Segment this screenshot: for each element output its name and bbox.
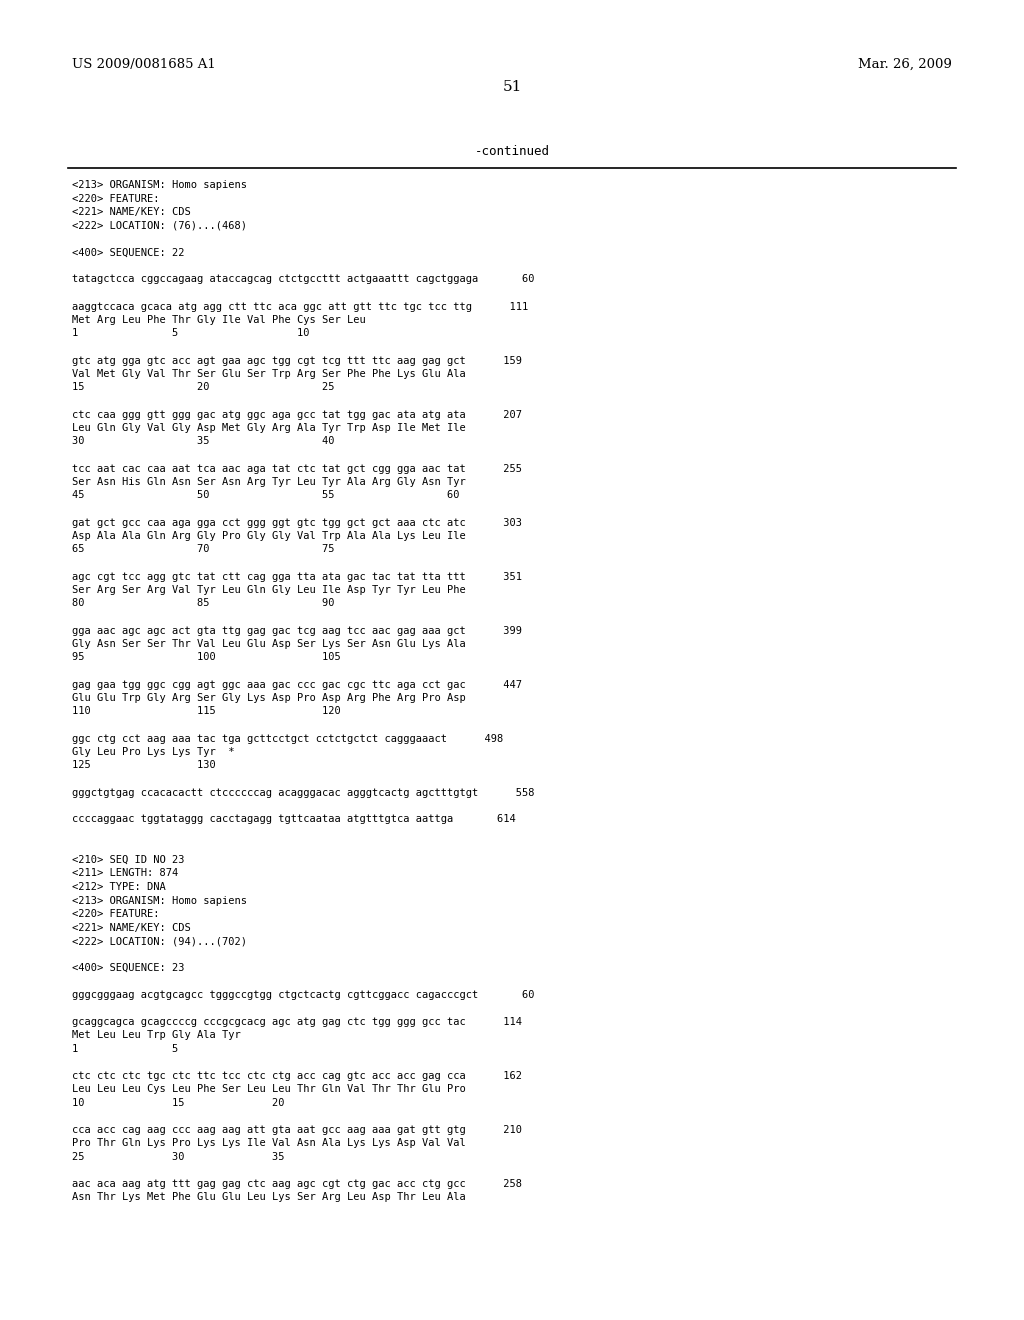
Text: 10              15              20: 10 15 20 [72,1098,285,1107]
Text: 30                  35                  40: 30 35 40 [72,437,335,446]
Text: Gly Leu Pro Lys Lys Tyr  *: Gly Leu Pro Lys Lys Tyr * [72,747,234,756]
Text: <222> LOCATION: (76)...(468): <222> LOCATION: (76)...(468) [72,220,247,231]
Text: Val Met Gly Val Thr Ser Glu Ser Trp Arg Ser Phe Phe Lys Glu Ala: Val Met Gly Val Thr Ser Glu Ser Trp Arg … [72,370,466,379]
Text: <221> NAME/KEY: CDS: <221> NAME/KEY: CDS [72,923,190,932]
Text: 95                  100                 105: 95 100 105 [72,652,341,663]
Text: <210> SEQ ID NO 23: <210> SEQ ID NO 23 [72,855,184,865]
Text: Ser Asn His Gln Asn Ser Asn Arg Tyr Leu Tyr Ala Arg Gly Asn Tyr: Ser Asn His Gln Asn Ser Asn Arg Tyr Leu … [72,477,466,487]
Text: -continued: -continued [474,145,550,158]
Text: 1               5                   10: 1 5 10 [72,329,309,338]
Text: 51: 51 [503,81,521,94]
Text: <212> TYPE: DNA: <212> TYPE: DNA [72,882,166,892]
Text: Asp Ala Ala Gln Arg Gly Pro Gly Gly Val Trp Ala Ala Lys Leu Ile: Asp Ala Ala Gln Arg Gly Pro Gly Gly Val … [72,531,466,541]
Text: 110                 115                 120: 110 115 120 [72,706,341,717]
Text: 65                  70                  75: 65 70 75 [72,544,335,554]
Text: gggcgggaag acgtgcagcc tgggccgtgg ctgctcactg cgttcggacc cagacccgct       60: gggcgggaag acgtgcagcc tgggccgtgg ctgctca… [72,990,535,1001]
Text: <220> FEATURE:: <220> FEATURE: [72,909,160,919]
Text: ctc ctc ctc tgc ctc ttc tcc ctc ctg acc cag gtc acc acc gag cca      162: ctc ctc ctc tgc ctc ttc tcc ctc ctg acc … [72,1071,522,1081]
Text: aaggtccaca gcaca atg agg ctt ttc aca ggc att gtt ttc tgc tcc ttg      111: aaggtccaca gcaca atg agg ctt ttc aca ggc… [72,301,528,312]
Text: gcaggcagca gcagccccg cccgcgcacg agc atg gag ctc tgg ggg gcc tac      114: gcaggcagca gcagccccg cccgcgcacg agc atg … [72,1016,522,1027]
Text: Asn Thr Lys Met Phe Glu Glu Leu Lys Ser Arg Leu Asp Thr Leu Ala: Asn Thr Lys Met Phe Glu Glu Leu Lys Ser … [72,1192,466,1203]
Text: <400> SEQUENCE: 22: <400> SEQUENCE: 22 [72,248,184,257]
Text: <220> FEATURE:: <220> FEATURE: [72,194,160,203]
Text: Leu Gln Gly Val Gly Asp Met Gly Arg Ala Tyr Trp Asp Ile Met Ile: Leu Gln Gly Val Gly Asp Met Gly Arg Ala … [72,422,466,433]
Text: ctc caa ggg gtt ggg gac atg ggc aga gcc tat tgg gac ata atg ata      207: ctc caa ggg gtt ggg gac atg ggc aga gcc … [72,409,522,420]
Text: gat gct gcc caa aga gga cct ggg ggt gtc tgg gct gct aaa ctc atc      303: gat gct gcc caa aga gga cct ggg ggt gtc … [72,517,522,528]
Text: ccccaggaac tggtataggg cacctagagg tgttcaataa atgtttgtca aattga       614: ccccaggaac tggtataggg cacctagagg tgttcaa… [72,814,516,825]
Text: <213> ORGANISM: Homo sapiens: <213> ORGANISM: Homo sapiens [72,895,247,906]
Text: Ser Arg Ser Arg Val Tyr Leu Gln Gly Leu Ile Asp Tyr Tyr Leu Phe: Ser Arg Ser Arg Val Tyr Leu Gln Gly Leu … [72,585,466,595]
Text: 125                 130: 125 130 [72,760,216,771]
Text: 25              30              35: 25 30 35 [72,1152,285,1162]
Text: aac aca aag atg ttt gag gag ctc aag agc cgt ctg gac acc ctg gcc      258: aac aca aag atg ttt gag gag ctc aag agc … [72,1179,522,1189]
Text: agc cgt tcc agg gtc tat ctt cag gga tta ata gac tac tat tta ttt      351: agc cgt tcc agg gtc tat ctt cag gga tta … [72,572,522,582]
Text: ggc ctg cct aag aaa tac tga gcttcctgct cctctgctct cagggaaact      498: ggc ctg cct aag aaa tac tga gcttcctgct c… [72,734,503,743]
Text: tcc aat cac caa aat tca aac aga tat ctc tat gct cgg gga aac tat      255: tcc aat cac caa aat tca aac aga tat ctc … [72,463,522,474]
Text: <221> NAME/KEY: CDS: <221> NAME/KEY: CDS [72,207,190,216]
Text: <400> SEQUENCE: 23: <400> SEQUENCE: 23 [72,964,184,973]
Text: Mar. 26, 2009: Mar. 26, 2009 [858,58,952,71]
Text: Met Leu Leu Trp Gly Ala Tyr: Met Leu Leu Trp Gly Ala Tyr [72,1031,241,1040]
Text: gga aac agc agc act gta ttg gag gac tcg aag tcc aac gag aaa gct      399: gga aac agc agc act gta ttg gag gac tcg … [72,626,522,635]
Text: cca acc cag aag ccc aag aag att gta aat gcc aag aaa gat gtt gtg      210: cca acc cag aag ccc aag aag att gta aat … [72,1125,522,1135]
Text: 45                  50                  55                  60: 45 50 55 60 [72,491,460,500]
Text: US 2009/0081685 A1: US 2009/0081685 A1 [72,58,216,71]
Text: Pro Thr Gln Lys Pro Lys Lys Ile Val Asn Ala Lys Lys Asp Val Val: Pro Thr Gln Lys Pro Lys Lys Ile Val Asn … [72,1138,466,1148]
Text: Leu Leu Leu Cys Leu Phe Ser Leu Leu Thr Gln Val Thr Thr Glu Pro: Leu Leu Leu Cys Leu Phe Ser Leu Leu Thr … [72,1085,466,1094]
Text: Glu Glu Trp Gly Arg Ser Gly Lys Asp Pro Asp Arg Phe Arg Pro Asp: Glu Glu Trp Gly Arg Ser Gly Lys Asp Pro … [72,693,466,704]
Text: gtc atg gga gtc acc agt gaa agc tgg cgt tcg ttt ttc aag gag gct      159: gtc atg gga gtc acc agt gaa agc tgg cgt … [72,355,522,366]
Text: <222> LOCATION: (94)...(702): <222> LOCATION: (94)...(702) [72,936,247,946]
Text: <213> ORGANISM: Homo sapiens: <213> ORGANISM: Homo sapiens [72,180,247,190]
Text: tatagctcca cggccagaag ataccagcag ctctgccttt actgaaattt cagctggaga       60: tatagctcca cggccagaag ataccagcag ctctgcc… [72,275,535,285]
Text: 1               5: 1 5 [72,1044,178,1053]
Text: 15                  20                  25: 15 20 25 [72,383,335,392]
Text: gggctgtgag ccacacactt ctccccccag acagggacac agggtcactg agctttgtgt      558: gggctgtgag ccacacactt ctccccccag acaggga… [72,788,535,797]
Text: gag gaa tgg ggc cgg agt ggc aaa gac ccc gac cgc ttc aga cct gac      447: gag gaa tgg ggc cgg agt ggc aaa gac ccc … [72,680,522,689]
Text: Met Arg Leu Phe Thr Gly Ile Val Phe Cys Ser Leu: Met Arg Leu Phe Thr Gly Ile Val Phe Cys … [72,315,366,325]
Text: <211> LENGTH: 874: <211> LENGTH: 874 [72,869,178,879]
Text: 80                  85                  90: 80 85 90 [72,598,335,609]
Text: Gly Asn Ser Ser Thr Val Leu Glu Asp Ser Lys Ser Asn Glu Lys Ala: Gly Asn Ser Ser Thr Val Leu Glu Asp Ser … [72,639,466,649]
